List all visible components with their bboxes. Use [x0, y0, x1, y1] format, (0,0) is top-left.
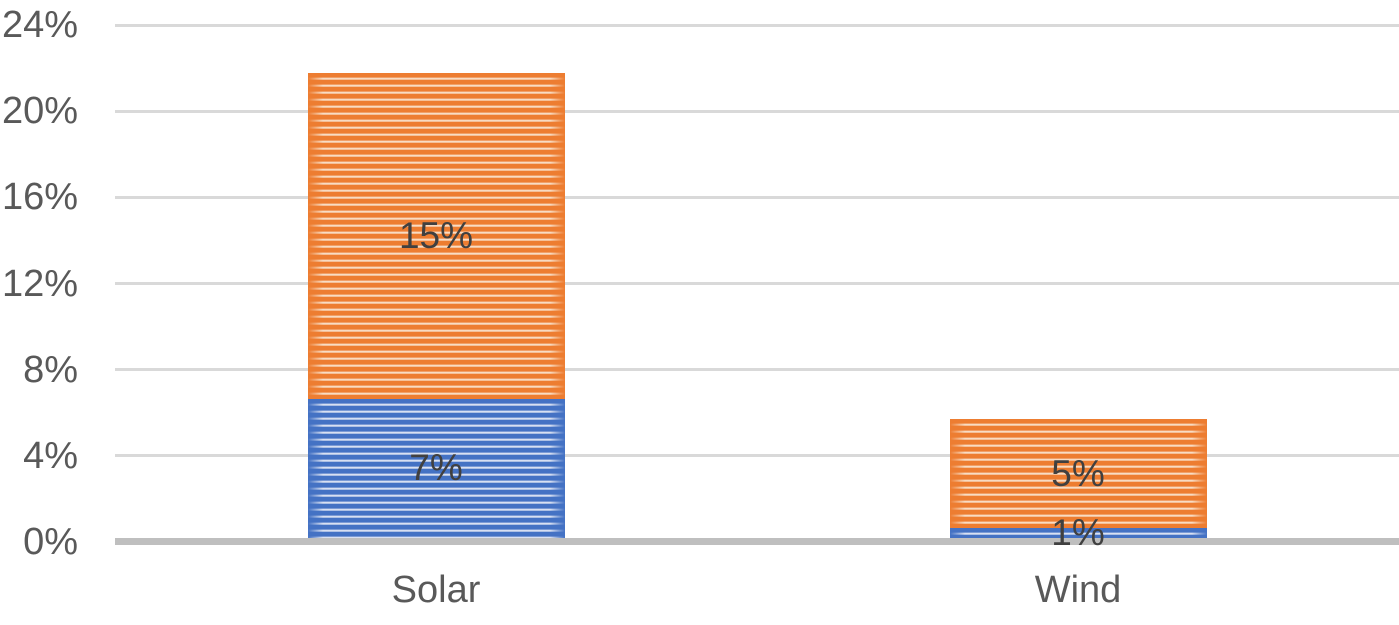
bar-segment-blue-wind: 1%: [949, 512, 1207, 553]
bar-segment-blue-solar: 7%: [307, 398, 565, 538]
data-label: 15%: [398, 215, 474, 257]
y-tick-label: 4%: [23, 434, 78, 477]
bar-segment-orange-wind: 5%: [949, 419, 1207, 528]
data-label: 5%: [1051, 452, 1105, 494]
segment-right-edge: [1191, 527, 1207, 538]
gridline: [115, 454, 1399, 458]
segment-left-edge: [307, 73, 323, 399]
gridline: [115, 195, 1399, 199]
x-category-label: Solar: [391, 569, 481, 611]
x-axis-line: [115, 538, 1399, 545]
data-label: 1%: [1051, 511, 1105, 553]
bar-segment-orange-solar: 15%: [307, 73, 565, 399]
y-tick-label: 20%: [1, 90, 78, 133]
segment-left-edge: [949, 527, 965, 538]
y-tick-label: 24%: [1, 4, 78, 46]
segment-right-edge: [549, 73, 565, 399]
gridline: [115, 23, 1399, 27]
y-tick-label: 12%: [1, 262, 78, 305]
segment-right-edge: [549, 398, 565, 538]
gridline: [115, 109, 1399, 113]
data-label: 7%: [409, 447, 463, 489]
segment-left-edge: [949, 419, 965, 528]
x-category-label: Wind: [1034, 569, 1122, 611]
y-tick-label: 0%: [23, 521, 78, 563]
gridline: [115, 282, 1399, 285]
gridline: [115, 368, 1399, 372]
segment-right-edge: [1191, 419, 1207, 528]
y-tick-label: 8%: [23, 348, 78, 391]
segment-left-edge: [307, 398, 323, 538]
y-tick-label: 16%: [1, 176, 78, 219]
